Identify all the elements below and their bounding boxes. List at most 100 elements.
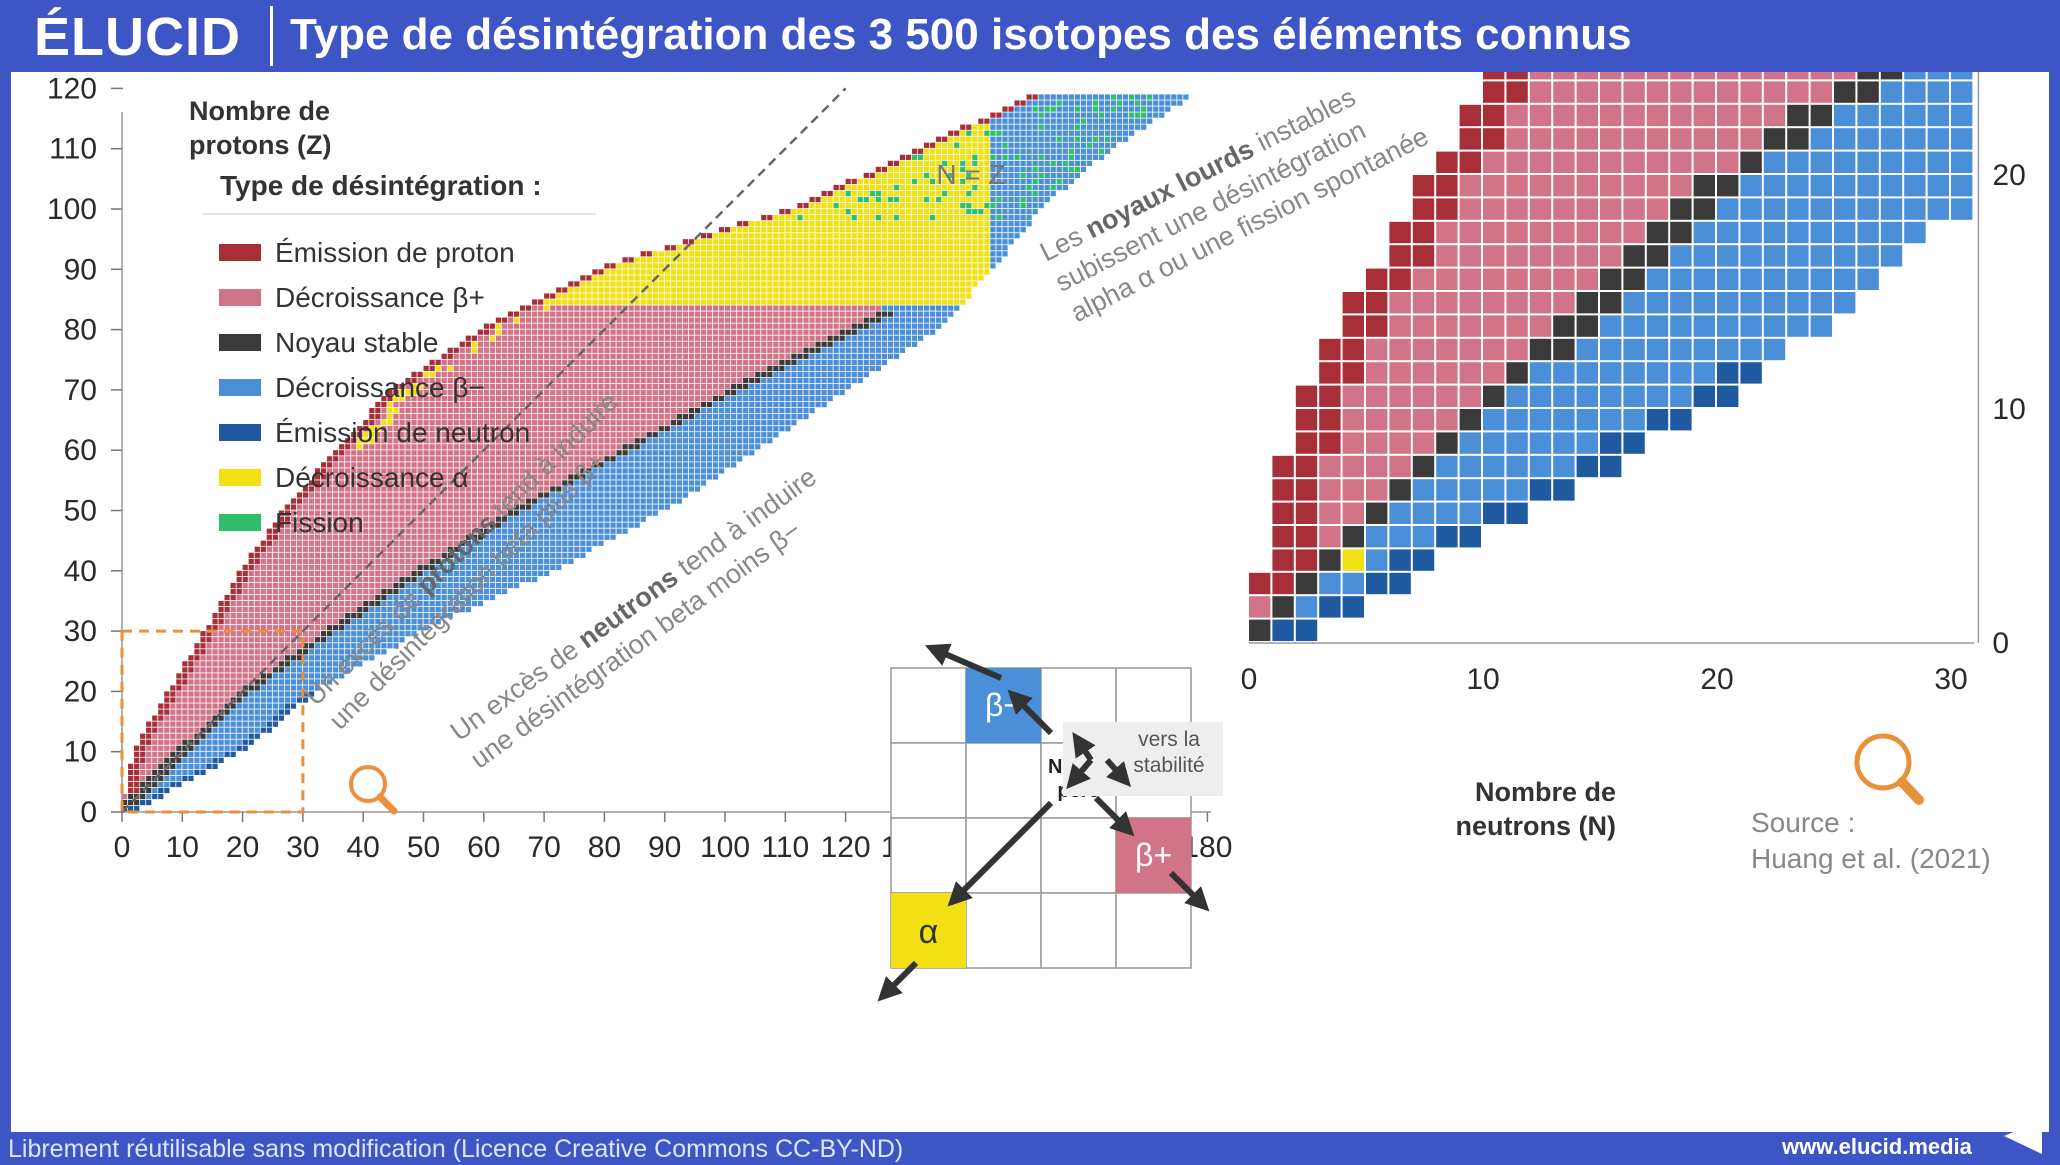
isotope-cell	[761, 353, 767, 359]
isotope-cell	[622, 383, 628, 390]
isotope-cell	[737, 311, 743, 317]
isotope-cell	[393, 444, 399, 450]
isotope-cell	[477, 486, 483, 492]
isotope-cell	[731, 359, 737, 365]
isotope-cell	[513, 534, 520, 540]
isotope-cell	[278, 673, 285, 679]
isotope-cell	[381, 625, 387, 631]
isotope-cell	[658, 432, 664, 438]
isotope-cell	[917, 227, 924, 233]
isotope-cell	[839, 329, 845, 335]
isotope-cell	[562, 468, 568, 474]
isotope-cell	[622, 486, 628, 492]
isotope-cell	[290, 522, 297, 528]
isotope-cell	[526, 395, 532, 402]
isotope-cell	[628, 462, 634, 468]
isotope-cell	[351, 649, 357, 655]
isotope-cell	[495, 383, 502, 390]
isotope-cell	[779, 215, 785, 221]
isotope-cell	[749, 444, 755, 450]
isotope-cell	[598, 323, 604, 329]
isotope-cell	[634, 510, 640, 516]
isotope-cell	[242, 679, 248, 685]
isotope-cell	[453, 438, 459, 444]
isotope-cell	[664, 335, 670, 341]
isotope-cell	[146, 733, 152, 739]
isotope-cell	[411, 462, 417, 468]
isotope-cell	[302, 613, 309, 619]
isotope-cell	[507, 438, 514, 444]
isotope-cell	[339, 468, 345, 474]
isotope-cell	[809, 269, 815, 275]
isotope-cell	[664, 347, 670, 353]
isotope-cell	[447, 438, 453, 444]
isotope-cell	[417, 600, 423, 607]
isotope-cell	[447, 426, 453, 432]
isotope-cell	[737, 239, 743, 245]
isotope-cell	[592, 510, 598, 516]
isotope-cell	[731, 456, 737, 462]
isotope-cell	[495, 323, 502, 329]
isotope-cell	[917, 221, 924, 227]
isotope-cell	[435, 504, 441, 510]
isotope-cell	[568, 395, 574, 402]
isotope-cell	[767, 287, 773, 293]
isotope-cell	[604, 480, 610, 486]
isotope-cell	[930, 281, 936, 287]
isotope-cell	[296, 564, 303, 570]
isotope-cell	[242, 697, 248, 703]
isotope-cell	[972, 221, 978, 227]
isotope-cell	[923, 257, 930, 263]
isotope-cell	[200, 655, 206, 661]
isotope-cell	[821, 227, 827, 233]
isotope-cell	[881, 341, 888, 347]
isotope-cell	[320, 619, 327, 625]
isotope-cell	[725, 377, 731, 384]
isotope-cell	[429, 474, 435, 480]
isotope-cell	[827, 371, 833, 378]
isotope-cell	[495, 371, 502, 378]
isotope-cell	[767, 420, 773, 426]
isotope-cell	[550, 420, 556, 426]
isotope-cell	[809, 311, 815, 317]
isotope-cell	[574, 426, 580, 432]
isotope-cell	[936, 257, 942, 263]
isotope-cell	[532, 377, 538, 384]
isotope-cell	[960, 257, 966, 263]
isotope-cell	[574, 420, 580, 426]
isotope-cell	[399, 558, 405, 564]
isotope-cell	[688, 293, 695, 299]
isotope-cell	[737, 420, 743, 426]
isotope-cell	[411, 594, 417, 601]
isotope-cell	[507, 377, 514, 384]
isotope-cell	[592, 275, 598, 281]
isotope-cell	[405, 486, 411, 492]
isotope-cell	[676, 468, 682, 474]
isotope-cell	[182, 691, 188, 697]
isotope-cell	[610, 359, 616, 365]
isotope-cell	[550, 510, 556, 516]
isotope-cell	[646, 414, 652, 420]
isotope-cell	[833, 251, 839, 257]
isotope-cell	[532, 552, 538, 558]
isotope-cell	[459, 558, 465, 564]
isotope-cell	[815, 353, 821, 359]
isotope-cell	[302, 534, 309, 540]
isotope-cell	[664, 462, 670, 468]
isotope-cell	[435, 371, 441, 378]
isotope-cell	[694, 317, 701, 323]
isotope-cell	[640, 462, 646, 468]
isotope-cell	[278, 667, 285, 673]
isotope-cell	[200, 709, 206, 715]
isotope-cell	[411, 498, 417, 504]
isotope-cell	[845, 335, 851, 341]
isotope-cell	[936, 263, 942, 269]
isotope-cell	[598, 504, 604, 510]
isotope-cell	[544, 395, 550, 402]
isotope-cell	[200, 643, 206, 649]
isotope-cell	[676, 389, 682, 396]
isotope-cell	[688, 275, 695, 281]
isotope-cell	[725, 438, 731, 444]
isotope-cell	[218, 637, 224, 643]
isotope-cell	[212, 691, 218, 697]
